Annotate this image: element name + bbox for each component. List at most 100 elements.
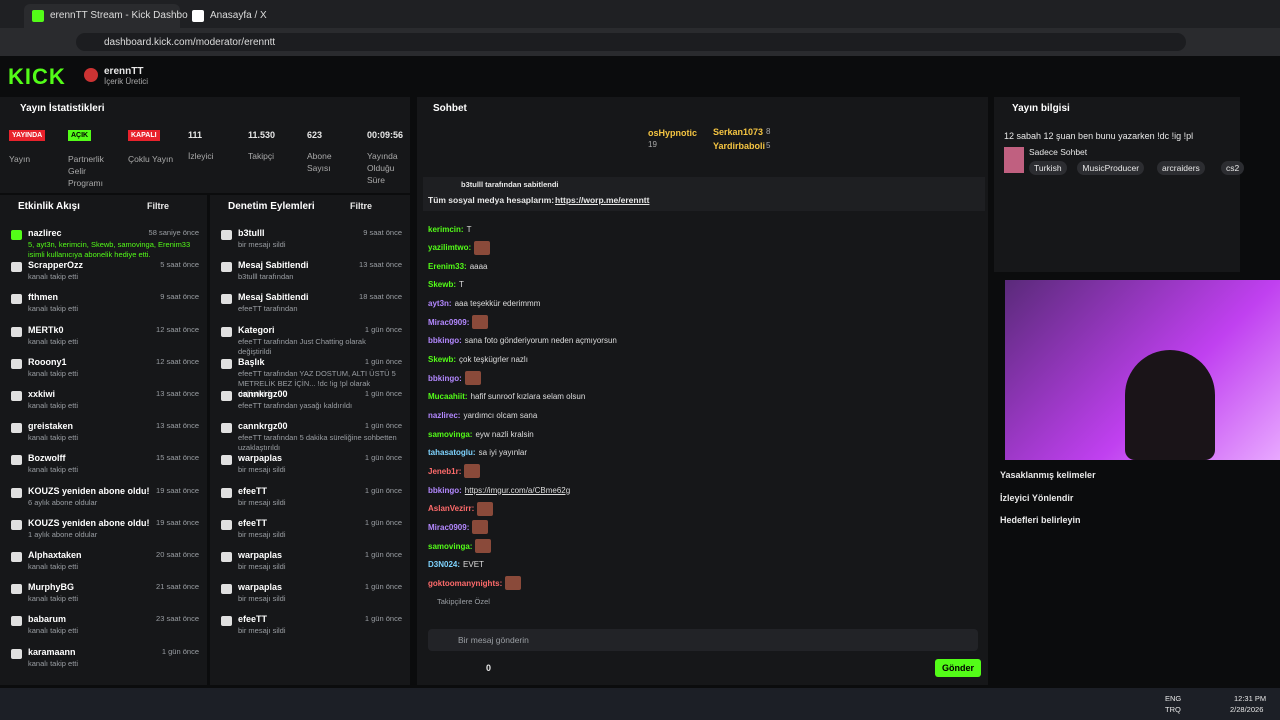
chat-message: Mucaahiithafif sunroof kızlara selam ols… <box>428 389 585 405</box>
item-time: 1 gün önce <box>161 646 199 656</box>
item-time: 1 gün önce <box>364 550 402 559</box>
address-bar <box>0 28 1280 56</box>
item-desc: kanalı takip etti <box>28 594 79 604</box>
time: 12:31 PM <box>1234 694 1267 703</box>
item-time: 12 saat önce <box>156 356 199 366</box>
item-time: 5 saat önce <box>160 260 199 270</box>
item-time: 19 saat önce <box>156 485 199 495</box>
tag[interactable]: Turkish <box>1029 161 1067 175</box>
settings-link[interactable]: İzleyici Yönlendir <box>1000 492 1074 503</box>
emote <box>472 520 489 535</box>
layout: TRQ <box>1165 705 1181 714</box>
item-icon <box>11 230 22 240</box>
chat-user: yazilimtwo <box>428 243 471 252</box>
user: erennTT <box>104 66 144 77</box>
tab-title: erennTT Stream - Kick Dashbo <box>50 10 188 21</box>
item-time: 21 saat önce <box>156 582 199 592</box>
item-desc: bir mesajı sildi <box>238 626 286 636</box>
filter-button[interactable]: Filtre <box>147 201 170 211</box>
item-icon <box>11 423 22 434</box>
panel-title: Denetim Eylemleri <box>228 201 315 212</box>
chat-input[interactable]: Bir mesaj gönderin <box>428 629 978 651</box>
tab-title: Anasayfa / X <box>210 10 267 21</box>
tab-icon <box>32 10 44 22</box>
gifter-count: 5 <box>766 141 771 150</box>
item-desc: kanalı takip etti <box>28 401 79 410</box>
tab[interactable]: Anasayfa / X <box>184 4 340 28</box>
item-desc: kanalı takip etti <box>28 304 79 314</box>
pinned-link[interactable]: https://worp.me/erenntt <box>555 195 650 205</box>
item-icon <box>11 552 22 562</box>
item-icon <box>221 262 232 273</box>
url: dashboard.kick.com/moderator/erenntt <box>104 37 276 48</box>
emote <box>475 539 492 554</box>
item-time: 9 saat önce <box>160 292 199 302</box>
webcam <box>1005 280 1280 460</box>
item-desc: efeeTT tarafından yasağı kaldırıldı <box>238 401 353 410</box>
emote <box>505 576 522 591</box>
settings-link[interactable]: Hedefleri belirleyin <box>1000 515 1081 525</box>
item-desc: kanalı takip etti <box>28 368 79 378</box>
item-desc: 1 aylık abone oldular <box>28 529 98 539</box>
tab-icon <box>192 10 204 22</box>
chat-user: kerimcin <box>428 225 464 234</box>
stat-label: Abone Sayısı <box>307 151 332 173</box>
item-desc: kanalı takip etti <box>28 465 79 475</box>
chat-message: SkewbT <box>428 277 464 293</box>
stat-value: 00:09:56 <box>367 130 404 140</box>
chat-message: Mirac0909 <box>428 314 489 330</box>
logo[interactable]: KICK <box>8 64 66 89</box>
item-icon <box>11 294 22 305</box>
filter-button[interactable]: Filtre <box>350 201 373 211</box>
chat-text: EVET <box>463 560 484 570</box>
chat-message: D3N024EVET <box>428 557 484 573</box>
settings-link[interactable]: Yasaklanmış kelimeler <box>1000 470 1096 480</box>
chat-text: hafif sunroof kızlara selam olsun <box>470 392 586 402</box>
item-desc: 6 aylık abone oldular <box>28 497 98 507</box>
item-icon <box>221 230 232 240</box>
item-time: 1 gün önce <box>364 582 402 592</box>
item-icon <box>221 552 232 562</box>
chat-message: bbkingo <box>428 370 481 386</box>
item-time: 15 saat önce <box>156 453 199 463</box>
url-field[interactable] <box>76 33 1186 51</box>
tab[interactable]: erennTT Stream - Kick Dashbo <box>24 4 188 28</box>
item-desc: efeeTT tarafından <box>238 304 298 314</box>
item-icon <box>11 648 22 659</box>
gifter-count: 8 <box>766 127 771 136</box>
item-icon <box>221 584 232 595</box>
stats-panel: Yayın İstatistikleri YAYINDA Yayın AÇIK Part… <box>0 97 410 193</box>
item-time: 9 saat önce <box>363 228 402 237</box>
chat-user: Skewb <box>428 355 456 364</box>
item-desc: bir mesajı sildi <box>238 529 286 539</box>
item-name: efeeTT <box>238 614 268 625</box>
item-icon <box>221 294 232 305</box>
item-time: 1 gün önce <box>364 421 402 431</box>
tag[interactable]: arcraiders <box>1157 161 1205 175</box>
chat-user: Mucaahiit <box>428 392 468 401</box>
chat-text: T <box>459 280 464 290</box>
chat-text: aaaa <box>469 261 488 271</box>
gifter-name: osHypnotic <box>648 128 698 138</box>
stream-title: 12 sabah 12 şuan ben bunu yazarken !dc !… <box>1004 131 1194 141</box>
tag[interactable]: cs2 <box>1221 161 1245 175</box>
emote <box>472 315 489 330</box>
chat-link[interactable]: https://imgur.com/a/CBme62g <box>464 485 571 495</box>
item-icon <box>221 326 232 337</box>
chat-text: sa iyi yayınlar <box>478 448 528 458</box>
item-name: MurphyBG <box>28 582 74 593</box>
item-desc: kanalı takip etti <box>28 336 79 346</box>
chat-user: tahasatoglu <box>428 448 476 457</box>
category-thumb <box>1004 147 1024 173</box>
chat-message: Jeneb1r <box>428 463 481 479</box>
send-button[interactable]: Gönder <box>935 659 982 677</box>
item-name: cannkrgz00 <box>238 421 288 432</box>
tag[interactable]: MusicProducer <box>1077 161 1145 175</box>
stat-value: 623 <box>307 130 323 140</box>
item-desc: bir mesajı sildi <box>238 594 286 604</box>
item-time: 13 saat önce <box>156 389 199 398</box>
chat-user: Jeneb1r <box>428 467 461 476</box>
chat-message: samovingaeyw nazli kralsin <box>428 426 534 442</box>
item-desc: kanalı takip etti <box>28 626 79 636</box>
